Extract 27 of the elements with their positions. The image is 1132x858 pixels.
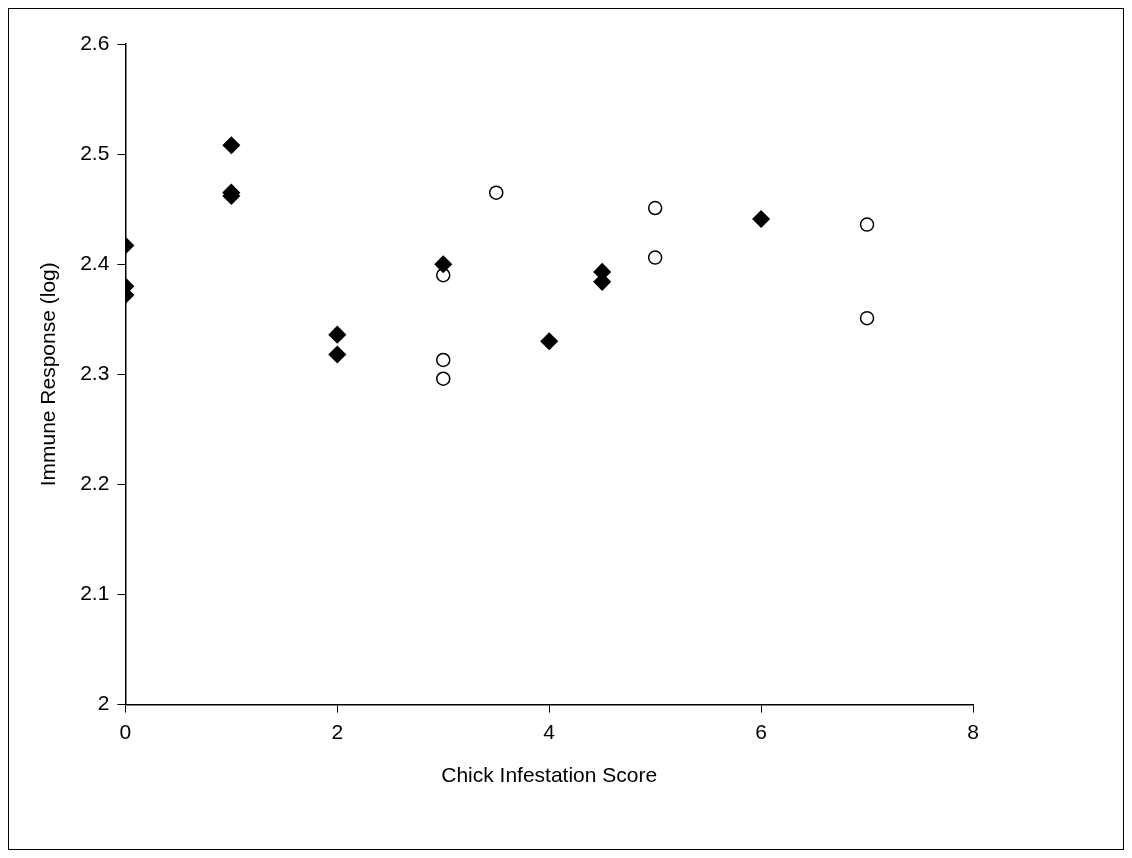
point (647, 200, 663, 216)
point (752, 210, 770, 228)
y-tick-label: 2 (97, 691, 110, 715)
x-tick-label: 4 (543, 720, 556, 743)
point (328, 345, 347, 364)
x-axis-title: Chick Infestation Score (441, 763, 658, 787)
point (488, 185, 504, 200)
y-tick-label: 2.4 (80, 251, 110, 274)
point (436, 352, 451, 368)
point (540, 332, 558, 351)
y-axis-title: Immune Response (log) (36, 262, 60, 487)
y-tick-label: 2.6 (80, 30, 110, 54)
x-tick-label: 2 (331, 720, 344, 743)
point (222, 136, 241, 155)
y-tick-label: 2.2 (80, 471, 110, 495)
point (859, 310, 875, 326)
x-tick-label: 8 (967, 720, 979, 743)
y-tick-label: 2.5 (80, 140, 110, 164)
point (436, 371, 451, 386)
point (434, 255, 452, 273)
y-tick-label: 2.1 (80, 581, 110, 605)
x-tick-label: 0 (119, 720, 132, 743)
x-tick-label: 6 (755, 720, 767, 743)
y-tick-label: 2.3 (80, 361, 110, 385)
point (328, 325, 347, 344)
point (647, 250, 663, 265)
point (859, 217, 875, 232)
